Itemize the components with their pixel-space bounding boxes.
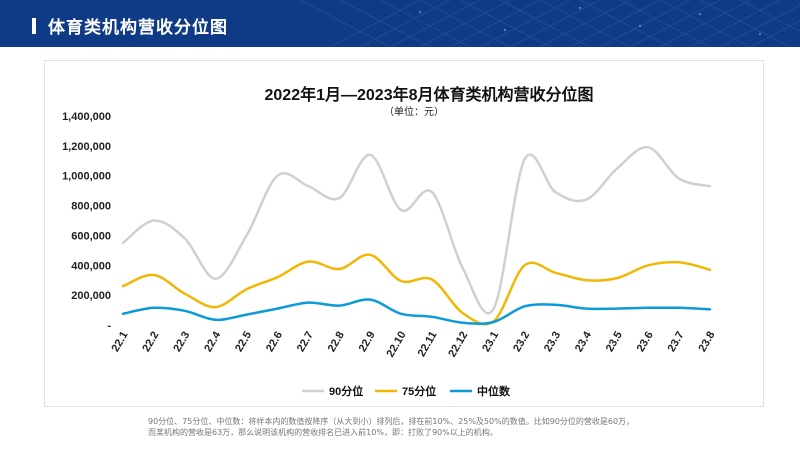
- x-tick-label: 22.4: [202, 329, 224, 354]
- x-tick-label: 22.6: [264, 330, 285, 355]
- x-tick-label: 23.6: [635, 330, 656, 355]
- legend-label: 中位数: [477, 384, 511, 398]
- x-tick-label: 23.2: [511, 330, 532, 355]
- x-tick-label: 23.1: [480, 330, 501, 355]
- footnote: 90分位、75分位、中位数：将样本内的数值按降序（从大到小）排列后，排在前10%…: [148, 416, 708, 438]
- x-tick-label: 22.9: [357, 330, 378, 355]
- page-title: 体育类机构营收分位图: [48, 18, 228, 38]
- y-tick-label: 1,200,000: [62, 141, 111, 153]
- legend: 90分位 75分位 中位数: [302, 384, 511, 398]
- y-axis: - 200,000 400,000 600,000 800,000 1,000,000 1,…: [62, 111, 111, 332]
- x-axis: 22.1 22.2 22.3 22.4 22.5 22.6 22.7 22.8 22.9 22.1…: [109, 329, 717, 360]
- series-line-2: [121, 298, 712, 325]
- y-tick-label: -: [107, 320, 111, 332]
- header-accent-bar: [32, 18, 36, 34]
- header-bar: 体育类机构营收分位图: [0, 0, 800, 47]
- x-tick-label: 23.5: [604, 330, 625, 355]
- legend-label: 75分位: [402, 384, 436, 398]
- y-tick-label: 600,000: [71, 230, 111, 242]
- line-chart: 2022年1月—2023年8月体育类机构营收分位图 （单位：元） - 200,00…: [62, 85, 718, 398]
- x-tick-label: 23.4: [573, 329, 595, 354]
- x-tick-label: 23.7: [666, 330, 687, 355]
- x-tick-label: 22.10: [384, 330, 408, 360]
- x-tick-label: 22.3: [171, 330, 192, 355]
- x-tick-label: 22.11: [416, 330, 440, 359]
- x-tick-label: 22.7: [295, 330, 316, 355]
- chart-card: [44, 60, 764, 407]
- x-tick-label: 23.8: [696, 330, 717, 355]
- x-tick-label: 22.5: [233, 330, 254, 355]
- legend-label: 90分位: [329, 384, 363, 398]
- x-tick-label: 22.2: [140, 330, 161, 355]
- series-line-1: [121, 253, 712, 326]
- y-tick-label: 1,000,000: [62, 171, 111, 183]
- x-tick-label: 22.8: [326, 330, 347, 355]
- series-line-0: [121, 146, 712, 315]
- header-mesh-pattern: [299, 0, 800, 47]
- x-tick-label: 22.12: [446, 330, 470, 360]
- y-tick-label: 1,400,000: [62, 111, 111, 123]
- footnote-line-1: 90分位、75分位、中位数：将样本内的数值按降序（从大到小）排列后，排在前10%…: [148, 417, 635, 426]
- y-tick-label: 200,000: [71, 290, 111, 302]
- chart-title: 2022年1月—2023年8月体育类机构营收分位图: [265, 85, 594, 104]
- chart-subtitle: （单位：元）: [384, 105, 444, 118]
- x-tick-label: 23.3: [542, 330, 563, 355]
- series-lines: [121, 146, 712, 326]
- y-tick-label: 800,000: [71, 201, 111, 213]
- footnote-line-2: 而某机构的营收是63万，那么说明该机构的营收排名已进入前10%，即：打败了90%…: [148, 428, 498, 437]
- x-tick-label: 22.1: [109, 330, 130, 355]
- y-tick-label: 400,000: [71, 260, 111, 272]
